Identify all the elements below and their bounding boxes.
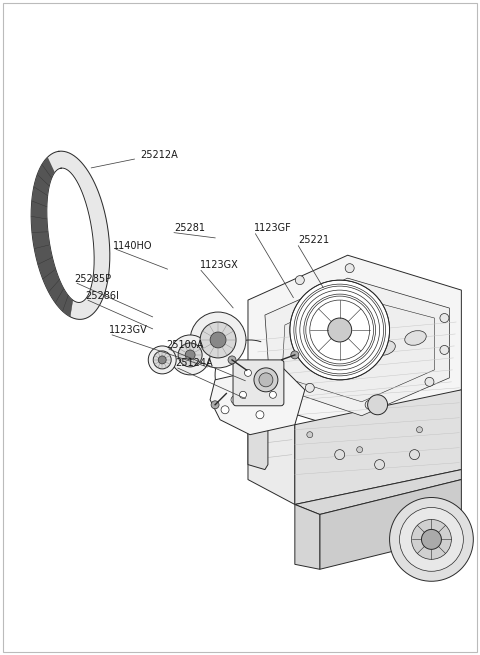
Circle shape [221, 406, 229, 414]
Circle shape [158, 356, 166, 364]
Polygon shape [47, 168, 94, 303]
Polygon shape [295, 504, 320, 569]
Polygon shape [31, 151, 110, 320]
Circle shape [240, 391, 247, 398]
Circle shape [368, 395, 387, 415]
Circle shape [425, 377, 434, 386]
Circle shape [291, 351, 299, 359]
Circle shape [261, 395, 265, 400]
Circle shape [328, 318, 352, 342]
Ellipse shape [374, 341, 396, 355]
Circle shape [345, 264, 354, 272]
Circle shape [390, 498, 473, 581]
Circle shape [190, 312, 246, 368]
Circle shape [411, 519, 451, 559]
Circle shape [335, 449, 345, 460]
Circle shape [271, 383, 279, 391]
Polygon shape [295, 470, 461, 514]
Ellipse shape [304, 333, 325, 347]
Circle shape [417, 426, 422, 433]
Circle shape [170, 335, 210, 375]
Circle shape [357, 447, 363, 453]
Circle shape [307, 432, 313, 438]
Circle shape [259, 373, 273, 387]
Circle shape [440, 314, 449, 322]
Polygon shape [265, 278, 449, 416]
Polygon shape [31, 157, 73, 317]
Circle shape [269, 391, 276, 398]
Circle shape [254, 368, 278, 392]
Circle shape [178, 343, 202, 367]
Circle shape [232, 372, 268, 408]
Circle shape [256, 411, 264, 419]
Text: 25212A: 25212A [140, 151, 178, 160]
Polygon shape [295, 390, 461, 504]
Circle shape [235, 395, 240, 400]
Circle shape [210, 332, 226, 348]
Polygon shape [248, 255, 461, 435]
Circle shape [421, 529, 442, 550]
Circle shape [365, 400, 374, 409]
Circle shape [276, 367, 284, 377]
Circle shape [290, 280, 390, 380]
Text: 25285P: 25285P [74, 274, 112, 284]
Circle shape [148, 346, 176, 374]
Text: 1123GF: 1123GF [254, 223, 292, 233]
Circle shape [440, 345, 449, 354]
Circle shape [211, 401, 219, 409]
Circle shape [295, 276, 304, 285]
Circle shape [374, 460, 384, 470]
Text: 25286I: 25286I [85, 291, 120, 301]
Circle shape [238, 378, 262, 402]
Text: 25281: 25281 [174, 223, 205, 233]
Text: 25221: 25221 [298, 235, 329, 245]
Circle shape [244, 369, 252, 377]
Circle shape [200, 322, 236, 358]
Text: 25100A: 25100A [166, 340, 204, 350]
Circle shape [231, 396, 239, 403]
FancyBboxPatch shape [233, 360, 284, 406]
Circle shape [409, 449, 420, 460]
Circle shape [185, 350, 195, 360]
Circle shape [399, 508, 463, 571]
Circle shape [228, 356, 236, 364]
Ellipse shape [405, 331, 426, 345]
Circle shape [305, 383, 314, 392]
Circle shape [153, 351, 171, 369]
Text: 1123GV: 1123GV [109, 325, 148, 335]
Ellipse shape [337, 320, 359, 334]
Polygon shape [320, 479, 461, 569]
Text: 1140HO: 1140HO [113, 241, 153, 252]
Polygon shape [282, 295, 434, 402]
Polygon shape [248, 400, 295, 504]
Polygon shape [210, 365, 305, 435]
Circle shape [248, 373, 252, 377]
Text: 1123GX: 1123GX [200, 260, 239, 270]
Text: 25124A: 25124A [175, 358, 213, 368]
Polygon shape [248, 410, 268, 470]
